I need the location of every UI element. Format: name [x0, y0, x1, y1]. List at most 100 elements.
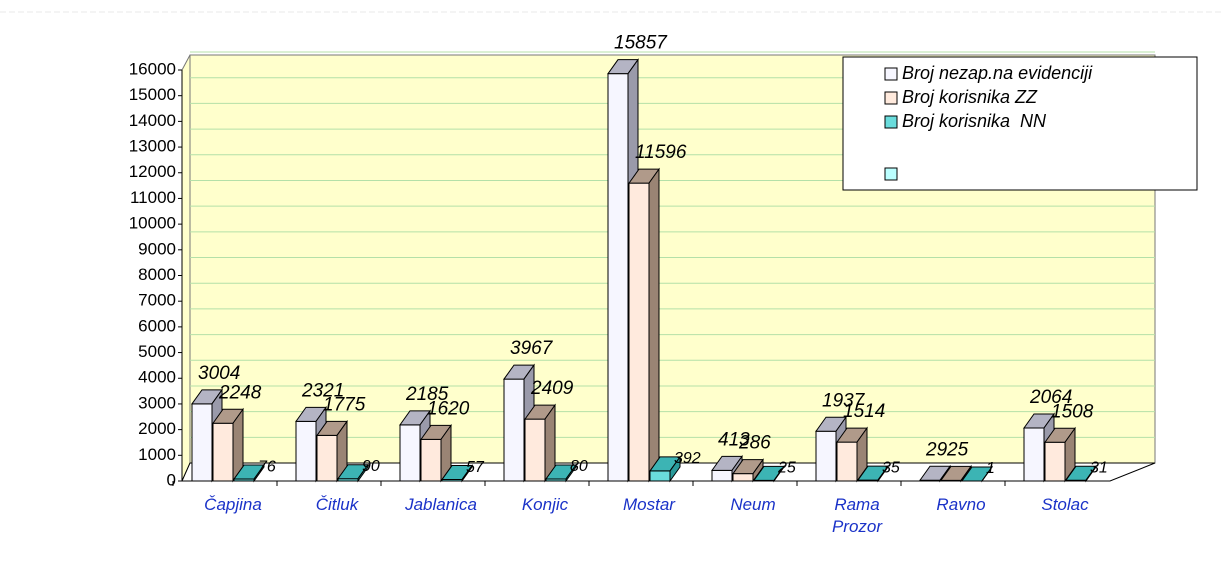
bar: [940, 464, 972, 483]
bar-front: [212, 422, 234, 482]
bar: [524, 403, 556, 483]
y-tick-label: 13000: [129, 137, 176, 156]
x-tick-label: Konjic: [521, 495, 569, 514]
legend-swatch: [884, 115, 898, 129]
bar-front: [1023, 427, 1045, 482]
bar: [337, 463, 369, 483]
value-label: 11596: [635, 142, 687, 163]
bar: [212, 407, 244, 483]
y-tick-label: 11000: [130, 188, 176, 207]
bar-front: [420, 438, 442, 482]
value-label: 3967: [510, 338, 554, 359]
x-tick-label: Stolac: [1041, 495, 1089, 514]
value-label: 35: [882, 459, 900, 476]
legend-swatch: [884, 91, 898, 105]
y-tick-label: 9000: [138, 239, 176, 258]
legend-swatch: [884, 67, 898, 81]
bar: [919, 464, 951, 483]
value-label: 15857: [614, 33, 668, 54]
x-tick-label: Neum: [730, 495, 776, 514]
y-tick-label: 2000: [138, 419, 176, 438]
x-tick-label: Rama Prozor: [831, 495, 883, 536]
bar-front: [836, 441, 858, 482]
y-tick-label: 4000: [138, 368, 176, 387]
value-label: 2064: [1029, 387, 1072, 408]
value-label: 413: [718, 429, 750, 450]
bar-side: [648, 167, 660, 483]
bar-front: [503, 378, 525, 482]
bar: [1044, 426, 1076, 483]
value-label: 29: [925, 439, 948, 460]
value-label: 1620: [427, 398, 470, 419]
bar-front: [191, 403, 213, 482]
bar-front: [649, 470, 671, 482]
x-tick-label: Čapjina: [204, 495, 262, 514]
value-label: 80: [570, 458, 588, 475]
bar-side: [461, 463, 473, 483]
bar: [628, 167, 660, 483]
y-tick-label: 14000: [129, 111, 176, 130]
legend-label: Broj korisnika NN: [902, 111, 1047, 131]
y-tick-label: 10000: [129, 214, 176, 233]
y-tick-label: 6000: [138, 316, 176, 335]
bar-front: [524, 418, 546, 482]
x-tick-label: Čitluk: [315, 495, 359, 514]
bar: [1065, 464, 1097, 483]
bar-side: [357, 463, 369, 483]
value-label: 2409: [530, 378, 574, 399]
bar: [732, 458, 764, 483]
value-label: 2185: [405, 384, 449, 405]
y-tick-label: 16000: [129, 59, 176, 78]
bar: [649, 455, 681, 483]
value-label: 2248: [218, 382, 262, 403]
value-label: 76: [258, 458, 276, 475]
bar: [316, 419, 348, 483]
bar: [441, 463, 473, 483]
value-label: 25: [946, 439, 969, 460]
y-tick-label: 5000: [138, 342, 176, 361]
y-tick-label: 8000: [138, 265, 176, 284]
value-label: 90: [362, 458, 380, 475]
value-label: 3004: [198, 363, 240, 384]
side-wall: [181, 54, 191, 482]
y-tick-label: 15000: [129, 85, 176, 104]
bar: [857, 464, 889, 483]
bar-front: [316, 434, 338, 482]
value-label: 1508: [1051, 401, 1094, 422]
y-tick-label: 3000: [138, 393, 176, 412]
y-tick-label: 12000: [129, 162, 176, 181]
bar-side: [1085, 464, 1097, 483]
bar: [420, 423, 452, 483]
value-label: 1: [986, 460, 995, 477]
x-tick-label: Mostar: [623, 495, 675, 514]
x-tick-label: Ravno: [936, 495, 986, 514]
bar-front: [711, 469, 733, 482]
bar-front: [1044, 441, 1066, 482]
value-label: 25: [777, 460, 796, 477]
bar-front: [732, 473, 754, 482]
y-tick-label: 1000: [138, 445, 176, 464]
y-tick-label: 7000: [138, 291, 176, 310]
bar-side: [253, 463, 265, 483]
bar-front: [607, 73, 629, 482]
bar: [753, 464, 785, 483]
value-label: 57: [466, 459, 485, 476]
value-label: 31: [1090, 459, 1108, 476]
bar-front: [815, 430, 837, 482]
y-tick-label: 0: [167, 470, 176, 489]
bar-side: [877, 464, 889, 483]
legend-box: [842, 56, 1198, 191]
bar-side: [773, 464, 785, 483]
value-label: 392: [674, 450, 701, 467]
bar-front: [295, 420, 317, 482]
legend-label: Broj nezap.na evidenciji: [902, 63, 1093, 83]
value-label: 1514: [843, 401, 885, 422]
value-label: 1775: [323, 394, 366, 415]
value-label: 286: [738, 433, 771, 454]
bar-side: [960, 464, 972, 483]
bar-side: [981, 465, 993, 483]
bar-side: [565, 463, 577, 483]
bar: [545, 463, 577, 483]
